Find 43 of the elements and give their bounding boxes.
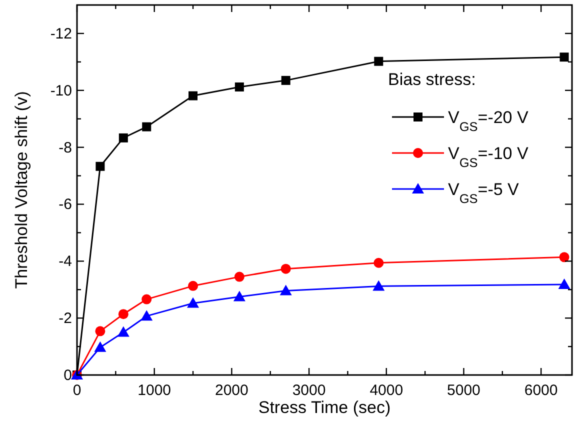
point <box>95 326 106 336</box>
x-tick-label: 1000 <box>138 382 172 399</box>
point <box>280 264 291 274</box>
point <box>559 252 570 262</box>
x-tick-label: 3000 <box>292 382 326 399</box>
point <box>96 162 105 171</box>
y-tick-label: -2 <box>58 310 72 328</box>
point <box>558 278 570 289</box>
y-tick-label: -8 <box>58 139 72 156</box>
y-tick-label: -12 <box>50 25 72 42</box>
point <box>234 272 244 282</box>
point <box>374 258 384 268</box>
y-axis-title: Threshold Voltage shift (v) <box>12 91 31 289</box>
point <box>374 56 384 66</box>
legend-label: V$_{GS}$=-20 V <box>448 108 529 134</box>
y-tick-label: -4 <box>58 253 72 270</box>
point <box>142 294 152 304</box>
point <box>188 280 198 291</box>
point <box>187 297 200 308</box>
legend-label: V$_{GS}$=-10 V <box>448 144 529 170</box>
legend-title: Bias stress: <box>388 70 476 89</box>
point <box>142 122 152 132</box>
point <box>281 76 290 85</box>
x-tick-label: 2000 <box>215 382 248 399</box>
y-tick-label: -6 <box>58 196 72 214</box>
point <box>280 284 292 296</box>
legend-label: V$_{GS}$=-5 V <box>448 180 520 206</box>
point <box>94 341 106 352</box>
point <box>234 82 244 92</box>
point <box>140 310 153 321</box>
point <box>117 326 130 337</box>
x-tick-label: 5000 <box>447 382 480 399</box>
point <box>188 91 198 100</box>
point <box>118 309 128 320</box>
y-tick-label: -10 <box>50 82 72 100</box>
point <box>118 133 128 142</box>
x-tick-label: 4000 <box>370 382 404 399</box>
x-axis-title: Stress Time (sec) <box>258 398 391 417</box>
y-tick-label: 0 <box>64 367 72 384</box>
point <box>560 52 569 62</box>
point <box>372 280 385 291</box>
point <box>233 290 246 302</box>
x-tick-label: 6000 <box>524 382 558 399</box>
